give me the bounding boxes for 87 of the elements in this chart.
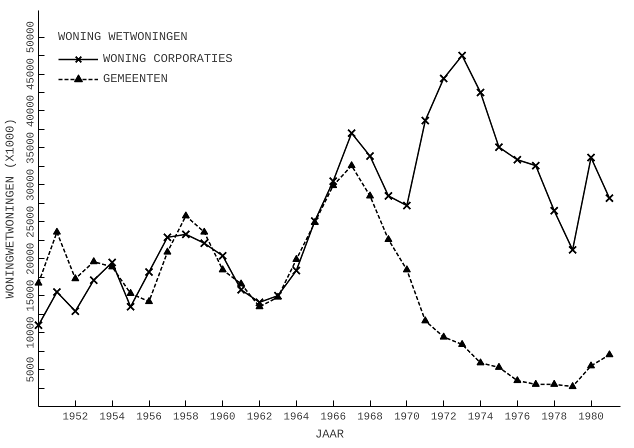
point — [236, 285, 246, 294]
x-tick-label: 1954 — [99, 412, 125, 424]
y-tick-label: 10000 — [26, 316, 38, 349]
point — [420, 116, 430, 126]
point — [421, 316, 430, 324]
point — [52, 288, 62, 296]
point — [458, 51, 467, 60]
point — [348, 161, 356, 168]
x-tick-label: 1980 — [578, 412, 604, 424]
point — [531, 161, 540, 170]
point — [292, 254, 300, 262]
point — [494, 142, 504, 152]
point — [347, 128, 356, 138]
y-tick-label: 40000 — [26, 94, 38, 127]
x-tick-label: 1976 — [504, 412, 530, 424]
point — [476, 88, 485, 97]
point — [218, 265, 227, 272]
point — [586, 153, 596, 162]
point — [513, 376, 522, 384]
point — [439, 74, 448, 83]
y-tick-label: 25000 — [26, 206, 38, 238]
x-tick-label: 1966 — [320, 412, 346, 424]
y-tick-label: 30000 — [26, 168, 38, 201]
point — [568, 382, 577, 390]
point — [255, 298, 264, 307]
point — [292, 266, 301, 275]
x-tick-label: 1960 — [210, 412, 236, 424]
y-tick-label: 45000 — [26, 58, 38, 90]
point — [458, 340, 466, 347]
point — [532, 380, 540, 387]
point — [181, 230, 190, 239]
point — [605, 350, 614, 358]
x-tick-label: 1958 — [173, 412, 199, 424]
point — [52, 228, 61, 235]
point — [605, 194, 614, 203]
point — [89, 276, 98, 285]
point — [237, 279, 246, 286]
point — [182, 211, 190, 218]
point — [384, 192, 393, 200]
x-tick-label: 1962 — [246, 412, 272, 424]
x-tick-label: 1952 — [62, 412, 88, 424]
point — [366, 191, 374, 198]
point — [328, 176, 338, 186]
y-tick-label: 50000 — [26, 21, 38, 54]
point — [550, 380, 558, 387]
point — [366, 152, 374, 160]
point — [34, 320, 43, 330]
point — [145, 297, 154, 304]
y-tick-label: 20000 — [26, 242, 38, 275]
legend-label: GEMEENTEN — [103, 72, 168, 86]
y-axis-title: WONINGWETWONINGEN (X1000) — [4, 118, 18, 299]
point — [70, 306, 80, 316]
point — [163, 248, 172, 255]
point — [568, 245, 578, 254]
y-tick-label: 35000 — [26, 132, 38, 164]
point — [162, 232, 172, 242]
point — [218, 251, 228, 260]
point — [144, 268, 154, 276]
x-tick-label: 1956 — [136, 412, 162, 424]
legend-title: WONING WETWONINGEN — [58, 30, 189, 44]
legend-label: WONING CORPORATIES — [103, 52, 233, 66]
y-tick-label: 5000 — [26, 356, 38, 382]
point — [126, 302, 136, 312]
point — [440, 332, 448, 340]
point — [512, 155, 522, 164]
x-tick-label: 1964 — [284, 412, 310, 424]
point — [587, 361, 596, 368]
point — [71, 274, 80, 282]
point — [550, 206, 559, 216]
point — [200, 238, 209, 248]
x-axis-title: JAAR — [315, 428, 344, 442]
point — [126, 288, 135, 296]
x-tick-label: 1974 — [468, 412, 494, 424]
y-tick-label: 15000 — [26, 280, 38, 312]
x-tick-label: 1978 — [541, 412, 567, 424]
point — [108, 258, 117, 267]
point — [90, 257, 98, 264]
point — [34, 278, 42, 286]
point — [200, 228, 208, 235]
x-tick-label: 1970 — [394, 412, 420, 424]
point — [494, 362, 503, 370]
x-tick-label: 1972 — [430, 412, 456, 424]
point — [476, 358, 485, 366]
point — [402, 201, 412, 210]
x-tick-label: 1968 — [357, 412, 383, 424]
point — [402, 265, 411, 272]
point — [384, 234, 392, 242]
